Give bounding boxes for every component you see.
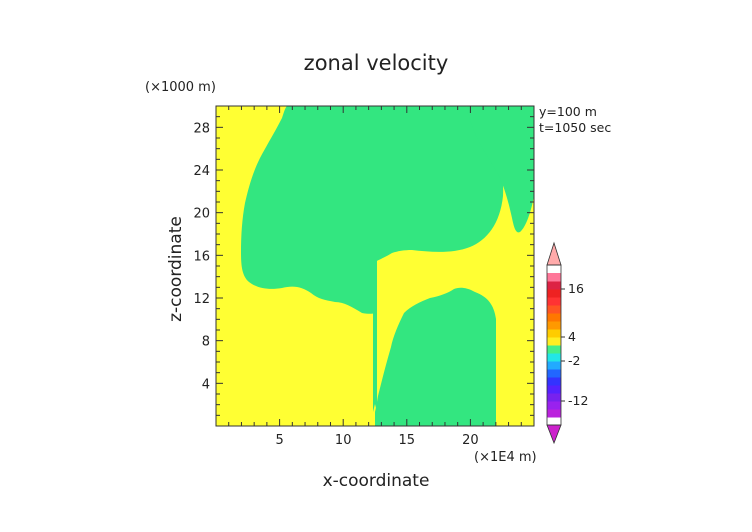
colorbar-swatch xyxy=(547,345,561,354)
colorbar-swatch xyxy=(547,313,561,322)
near-zero-region-center xyxy=(375,106,504,262)
annotation-t: t=1050 sec xyxy=(539,120,611,135)
colorbar-swatch xyxy=(547,353,561,362)
near-zero-region-left xyxy=(241,106,375,314)
y-tick-label: 12 xyxy=(193,292,210,307)
y-tick-label: 24 xyxy=(193,164,210,179)
colorbar-tick-label: -12 xyxy=(568,393,588,408)
colorbar-swatch xyxy=(547,337,561,346)
y-axis-ticks: 4 8 12 16 20 24 28 xyxy=(193,116,534,416)
colorbar-swatch xyxy=(547,361,561,370)
colorbar: 16 4 -2 -12 xyxy=(546,241,588,445)
x-tick-label: 15 xyxy=(399,433,416,448)
colorbar-extend-high xyxy=(546,241,562,266)
y-unit-label: (×1000 m) xyxy=(145,80,216,95)
colorbar-swatch xyxy=(547,329,561,338)
colorbar-swatch xyxy=(547,393,561,402)
y-tick-label: 4 xyxy=(202,377,210,392)
colorbar-swatch xyxy=(547,409,561,418)
colorbar-swatch xyxy=(547,289,561,298)
colorbar-frame xyxy=(546,264,562,426)
colorbar-swatch xyxy=(547,385,561,394)
y-tick-label: 16 xyxy=(193,249,210,264)
x-axis-title: x-coordinate xyxy=(323,471,430,491)
y-tick-label: 28 xyxy=(193,121,210,136)
x-tick-label: 20 xyxy=(462,433,479,448)
y-tick-label: 20 xyxy=(193,207,210,222)
colorbar-swatch xyxy=(547,369,561,378)
chart-title: zonal velocity xyxy=(304,51,449,75)
colorbar-swatch xyxy=(547,297,561,306)
colorbar-tick-label: -2 xyxy=(568,353,580,368)
colorbar-tick-label: 4 xyxy=(568,329,576,344)
colorbar-swatch xyxy=(547,305,561,314)
x-tick-label: 10 xyxy=(335,433,352,448)
x-axis-ticks: 5 10 15 20 xyxy=(228,106,522,448)
colorbar-extend-low xyxy=(546,424,562,445)
colorbar-swatch xyxy=(547,273,561,282)
colorbar-swatch xyxy=(547,377,561,386)
near-zero-region-right xyxy=(466,106,534,233)
y-tick-label: 8 xyxy=(202,335,210,350)
colorbar-swatch xyxy=(547,321,561,330)
colorbar-swatch xyxy=(547,281,561,290)
y-axis-title: z-coordinate xyxy=(166,216,186,322)
colorbar-tick-label: 16 xyxy=(568,281,584,296)
near-zero-region-lower xyxy=(375,262,496,426)
x-tick-label: 5 xyxy=(275,433,283,448)
plot-area: 5 10 15 20 4 8 12 16 20 24 28 xyxy=(193,105,535,448)
central-tip xyxy=(373,106,377,412)
annotation-y: y=100 m xyxy=(539,104,597,119)
x-unit-label: (×1E4 m) xyxy=(474,450,537,465)
colorbar-swatch xyxy=(547,401,561,410)
